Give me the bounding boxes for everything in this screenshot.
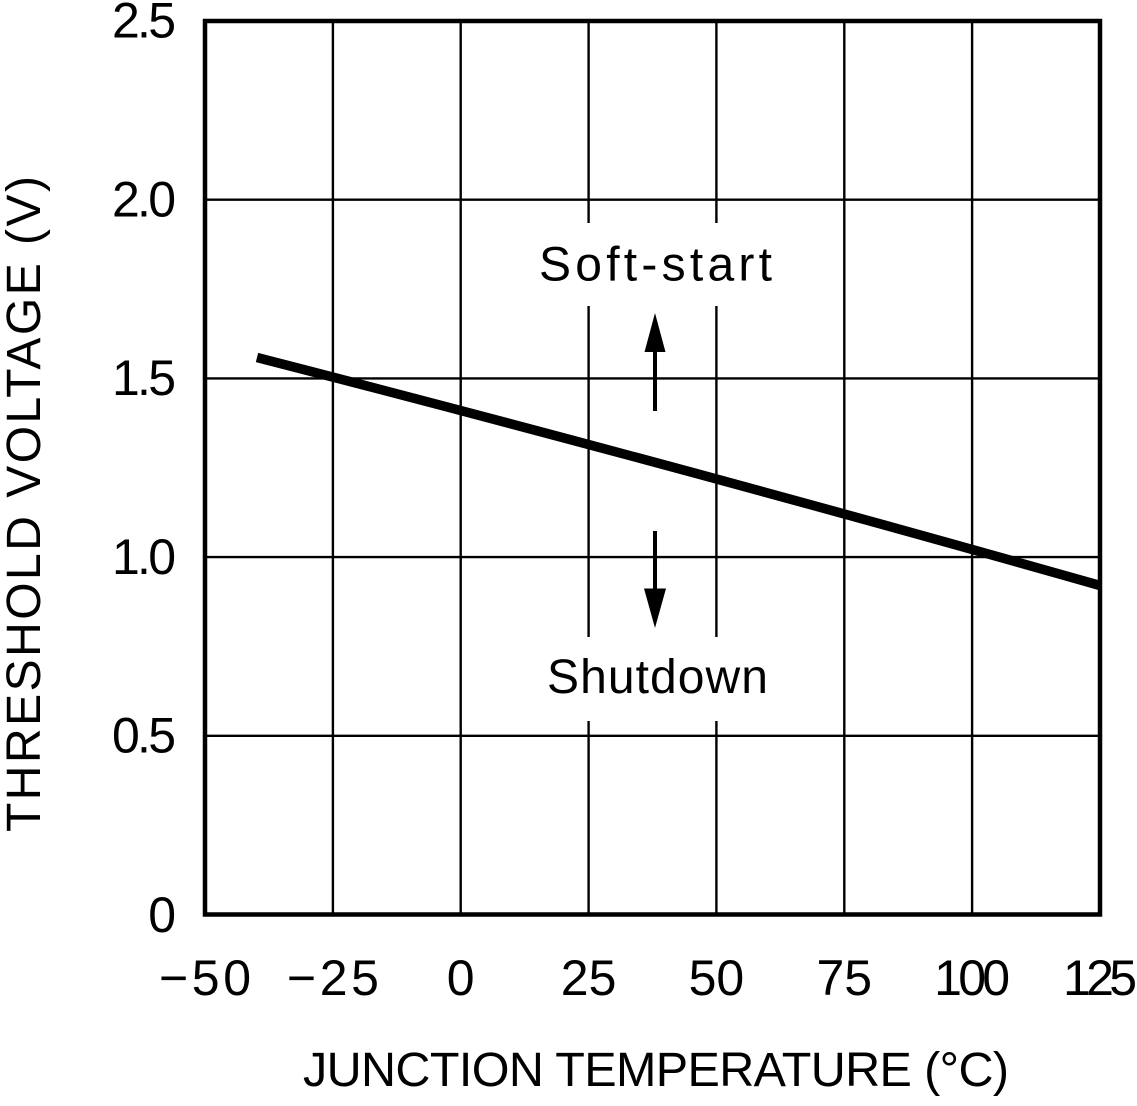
svg-text:0: 0 xyxy=(447,950,475,1006)
svg-text:2.0: 2.0 xyxy=(112,171,176,227)
svg-text:2.5: 2.5 xyxy=(112,0,176,49)
svg-text:JUNCTION TEMPERATURE (°C): JUNCTION TEMPERATURE (°C) xyxy=(303,1043,1009,1097)
svg-text:75: 75 xyxy=(816,950,872,1006)
svg-text:100: 100 xyxy=(934,950,1010,1006)
svg-text:Soft-start: Soft-start xyxy=(539,238,772,291)
svg-text:−50: −50 xyxy=(159,950,251,1006)
svg-text:THRESHOLD VOLTAGE (V): THRESHOLD VOLTAGE (V) xyxy=(0,176,51,832)
svg-text:1.0: 1.0 xyxy=(112,529,176,585)
svg-text:Shutdown: Shutdown xyxy=(547,651,768,704)
svg-text:0.5: 0.5 xyxy=(112,708,176,764)
svg-text:50: 50 xyxy=(689,950,745,1006)
svg-text:1.5: 1.5 xyxy=(112,350,176,406)
svg-text:25: 25 xyxy=(561,950,617,1006)
svg-text:−25: −25 xyxy=(287,950,379,1006)
svg-text:125: 125 xyxy=(1063,950,1137,1006)
svg-text:0: 0 xyxy=(148,887,176,943)
